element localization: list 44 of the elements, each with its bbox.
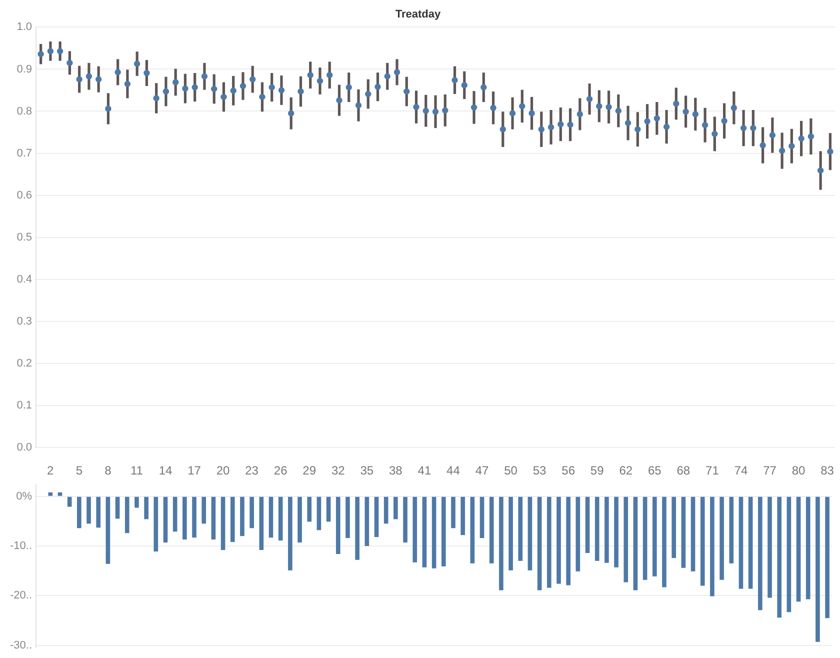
- y-tick-label: 0.1: [16, 399, 32, 412]
- y-tick-label: 0.0: [16, 441, 32, 454]
- y-tick-label: 1.0: [16, 21, 32, 34]
- chart-title: Treatday: [395, 8, 442, 21]
- x-tick-label: 44: [446, 464, 460, 478]
- x-tick-label: 5: [76, 464, 83, 478]
- x-tick-label: 74: [734, 464, 748, 478]
- y-tick-label: 0.3: [16, 315, 32, 328]
- x-tick-label: 65: [648, 464, 662, 478]
- x-tick-label: 68: [676, 464, 690, 478]
- y-tick-label: 0.4: [16, 273, 32, 286]
- x-tick-label: 29: [302, 464, 316, 478]
- x-tick-label: 8: [104, 464, 112, 478]
- x-tick-label: 32: [331, 464, 346, 478]
- x-tick-label: 53: [532, 464, 547, 478]
- y-tick-label: -30..: [10, 639, 32, 652]
- x-tick-label: 50: [504, 464, 518, 478]
- y-tick-label: 0.2: [16, 357, 32, 370]
- y-tick-label: 0%: [16, 490, 32, 502]
- x-tick-label: 35: [360, 464, 374, 478]
- x-tick-label: 17: [188, 464, 202, 478]
- y-tick-label: 0.8: [16, 105, 32, 118]
- y-tick-label: 0.7: [16, 147, 32, 160]
- x-tick-label: 47: [475, 464, 489, 478]
- x-tick-label: 14: [158, 464, 172, 478]
- x-tick-label: 26: [274, 464, 288, 478]
- x-tick-label: 38: [389, 464, 403, 478]
- x-tick-label: 11: [130, 464, 144, 478]
- x-tick-label: 59: [590, 464, 604, 478]
- x-tick-label: 2: [47, 464, 54, 478]
- x-tick-label: 71: [706, 464, 720, 478]
- y-tick-label: 0.5: [16, 231, 32, 244]
- x-tick-label: 20: [216, 464, 230, 478]
- y-tick-label: -20..: [10, 590, 32, 602]
- y-tick-label: 0.6: [16, 189, 32, 202]
- x-tick-label: 62: [619, 464, 633, 478]
- y-tick-label: 0.9: [16, 63, 32, 76]
- x-tick-label: 83: [820, 464, 834, 478]
- x-tick-label: 23: [245, 464, 259, 478]
- x-tick-label: 41: [418, 464, 432, 478]
- x-tick-label: 56: [562, 464, 576, 478]
- x-tick-label: 80: [792, 464, 806, 478]
- x-tick-label: 77: [763, 464, 777, 478]
- y-tick-label: -10..: [10, 540, 32, 552]
